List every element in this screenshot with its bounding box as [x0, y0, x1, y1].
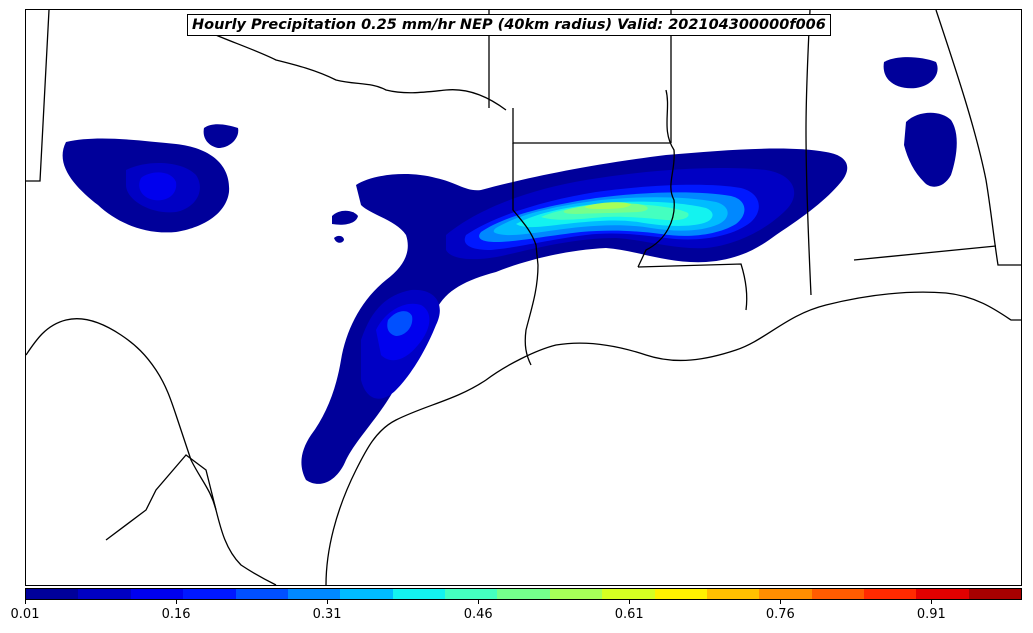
colorbar-segment	[864, 589, 917, 599]
colorbar-segment	[602, 589, 655, 599]
boundaries	[26, 10, 1021, 585]
colorbar-segment	[706, 589, 760, 599]
map-title: Hourly Precipitation 0.25 mm/hr NEP (40k…	[187, 14, 831, 36]
colorbar-segment	[287, 589, 341, 599]
boundary-al-ga	[935, 10, 1021, 266]
map-panel	[25, 9, 1022, 586]
boundary-red-river	[208, 31, 507, 111]
boundary-tx-la	[512, 143, 539, 366]
precip-area-west-core	[139, 172, 177, 201]
boundary-tx-gulf-coast	[325, 291, 1021, 585]
boundary-mississippi-river	[637, 89, 675, 268]
colorbar-tick-label: 0.31	[312, 607, 342, 622]
colorbar-segment	[445, 589, 498, 599]
map-canvas	[26, 10, 1021, 585]
precip-band-l9	[585, 202, 631, 209]
colorbar-tick-mark	[931, 600, 933, 604]
boundary-nm-tx-west	[26, 10, 50, 182]
boundary-mexico-state	[105, 454, 217, 541]
colorbar-segment	[497, 589, 550, 599]
colorbar-segment	[916, 589, 969, 599]
boundary-tx-mexico	[26, 318, 277, 585]
colorbar-segment	[549, 589, 603, 599]
boundary-ms-al	[805, 10, 812, 296]
colorbar	[25, 588, 1022, 600]
colorbar-segment	[183, 589, 236, 599]
colorbar-tick-mark	[780, 600, 782, 604]
colorbar-segment	[759, 589, 812, 599]
colorbar-tick-mark	[478, 600, 480, 604]
colorbar-tick-label: 0.16	[161, 607, 191, 622]
colorbar-tick-mark	[25, 600, 26, 604]
colorbar-tick-label: 0.46	[463, 607, 493, 622]
colorbar-segment	[392, 589, 445, 599]
colorbar-tick-mark	[327, 600, 329, 604]
colorbar-tick-label: 0.61	[614, 607, 644, 622]
colorbar-segment	[654, 589, 707, 599]
colorbar-segment	[130, 589, 184, 599]
colorbar-tick-label: 0.76	[765, 607, 795, 622]
boundary-ar-la-north	[512, 108, 671, 144]
precip-area-east1	[883, 57, 938, 89]
colorbar-segment	[811, 589, 864, 599]
precip-area-east2	[904, 112, 957, 187]
colorbar-segment	[968, 589, 1022, 599]
colorbar-tick-label: 0.01	[10, 607, 40, 622]
colorbar-segment	[235, 589, 288, 599]
colorbar-segment	[340, 589, 393, 599]
boundary-la-ms	[637, 263, 748, 311]
precip-area-small	[203, 124, 239, 148]
colorbar-segment	[26, 589, 79, 599]
colorbar-tick-label: 0.91	[916, 607, 946, 622]
colorbar-segment	[78, 589, 131, 599]
colorbar-ticks: 0.01 0.16 0.31 0.46 0.61 0.76 0.91	[11, 600, 1022, 630]
precip-contours	[62, 57, 957, 484]
boundary-fl-al	[853, 245, 997, 261]
colorbar-tick-mark	[629, 600, 631, 604]
precip-area-small3	[334, 235, 344, 243]
precip-area-small2	[332, 210, 358, 225]
colorbar-tick-mark	[176, 600, 178, 604]
precip-band-south-l4	[387, 311, 413, 336]
